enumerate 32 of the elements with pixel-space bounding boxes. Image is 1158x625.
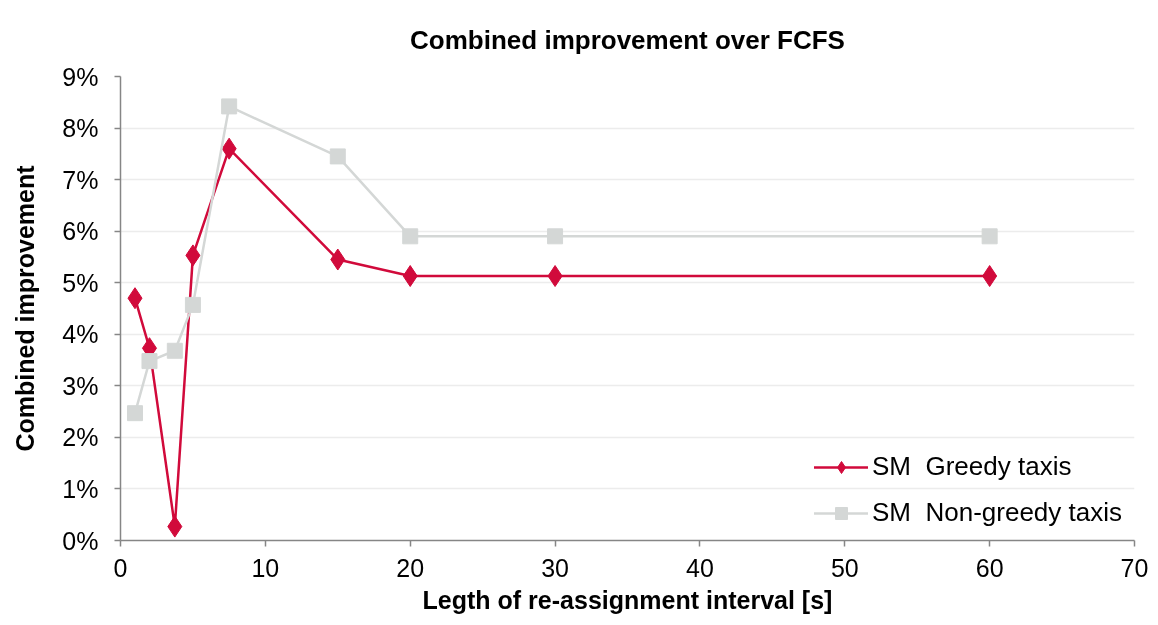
point bbox=[329, 148, 346, 165]
x-tick-label: 40 bbox=[686, 553, 714, 582]
point bbox=[141, 353, 158, 370]
legend-label: SM Greedy taxis bbox=[872, 451, 1072, 482]
y-tick-label: 4% bbox=[62, 320, 99, 349]
legend-label: SM Non-greedy taxis bbox=[872, 497, 1122, 528]
x-tick-label: 0 bbox=[113, 553, 128, 582]
point bbox=[166, 342, 183, 359]
point bbox=[547, 228, 564, 245]
y-tick-label: 2% bbox=[62, 423, 99, 452]
y-tick-label: 0% bbox=[62, 526, 99, 555]
x-tick-label: 60 bbox=[975, 553, 1004, 582]
point bbox=[126, 405, 143, 422]
x-tick-label: 70 bbox=[1120, 553, 1149, 582]
point bbox=[184, 296, 201, 313]
x-axis-title: Legth of re-assignment interval [s] bbox=[422, 585, 833, 614]
y-tick-label: 5% bbox=[62, 268, 99, 297]
x-tick-label: 20 bbox=[396, 553, 425, 582]
y-tick-label: 7% bbox=[62, 165, 99, 194]
point bbox=[402, 228, 419, 245]
y-tick-label: 6% bbox=[62, 217, 99, 246]
y-tick-label: 8% bbox=[62, 114, 99, 143]
x-tick-label: 30 bbox=[541, 553, 569, 582]
y-axis-title: Combined improvement bbox=[11, 164, 40, 452]
x-tick-label: 10 bbox=[251, 553, 280, 582]
point bbox=[221, 98, 238, 115]
chart-title: Combined improvement over FCFS bbox=[410, 24, 845, 55]
y-tick-label: 3% bbox=[62, 371, 99, 400]
y-tick-label: 9% bbox=[62, 62, 99, 91]
x-tick-label: 50 bbox=[830, 553, 859, 582]
point bbox=[981, 228, 998, 245]
y-tick-label: 1% bbox=[62, 474, 99, 503]
